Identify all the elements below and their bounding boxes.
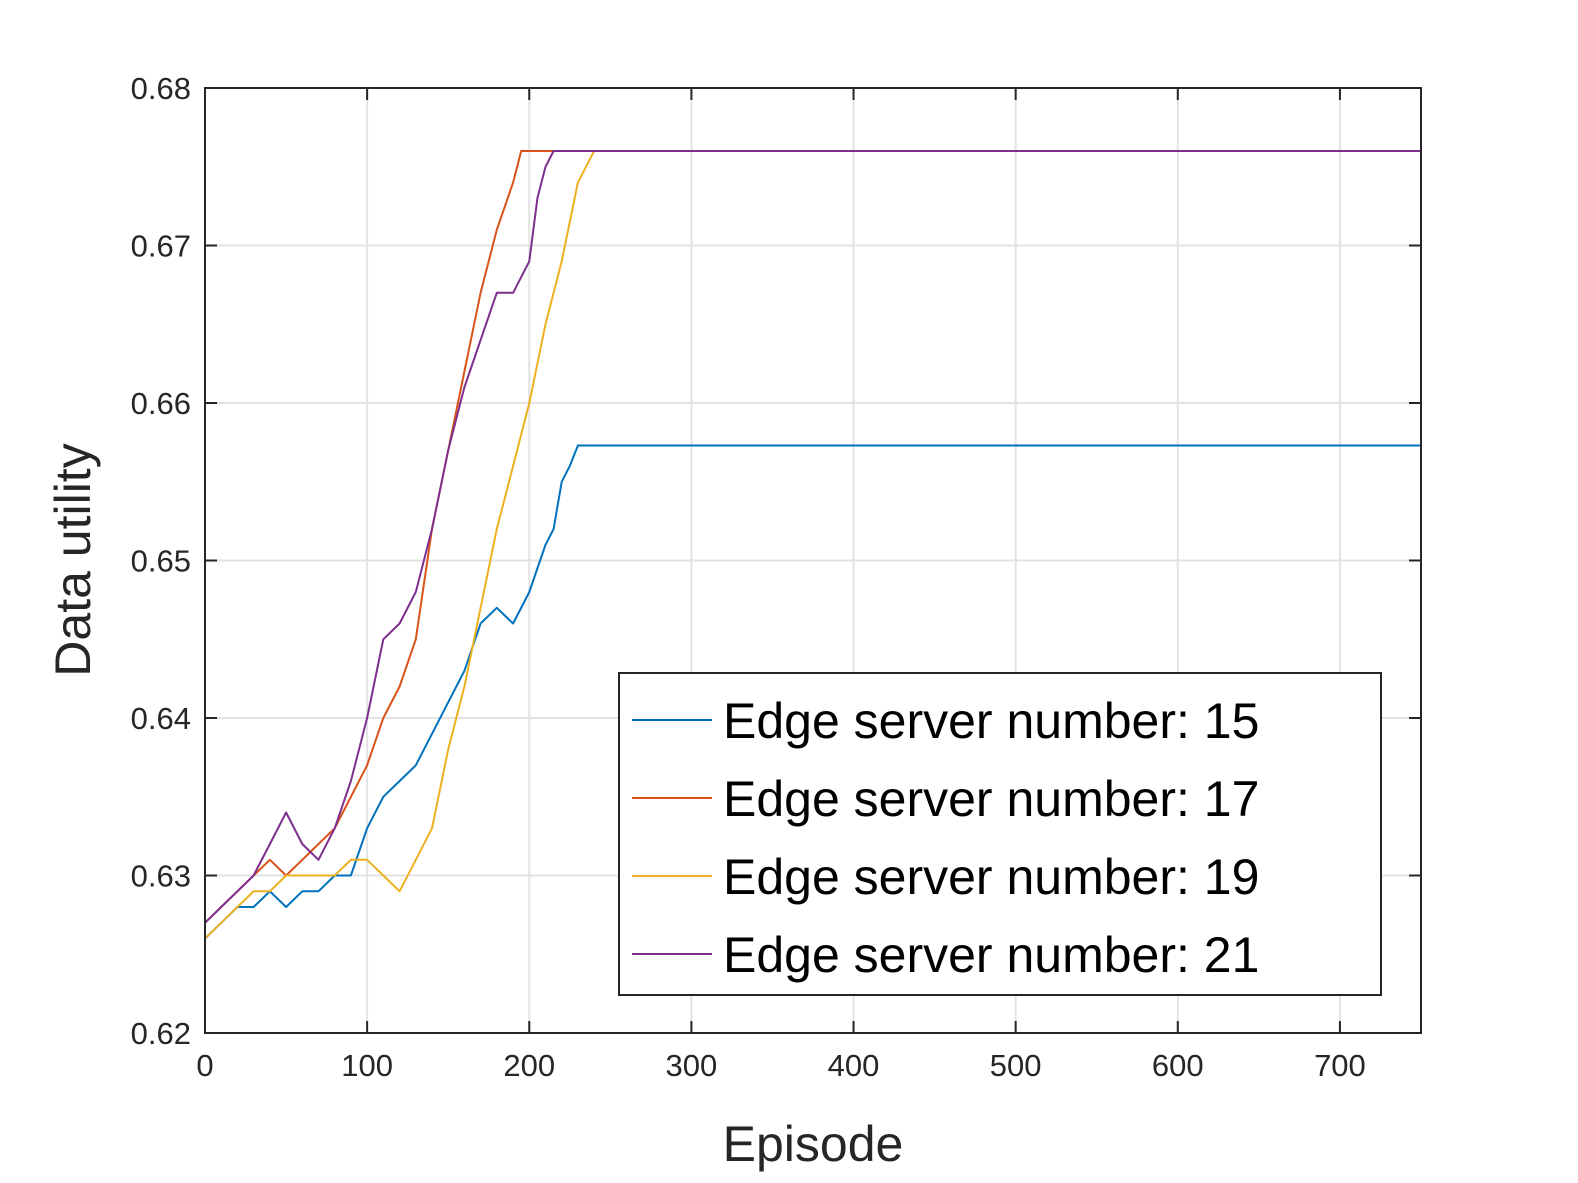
tick-labels: 0 100 200 300 400 500 600 700 0.62 0.63 0.64 0.65 0.… <box>131 71 1366 1083</box>
legend-label-4: Edge server number: 21 <box>723 927 1259 983</box>
series-line-3 <box>204 150 1421 940</box>
series-group <box>204 150 1421 940</box>
x-tick-label: 0 <box>196 1048 213 1083</box>
series-line-2 <box>204 150 1421 924</box>
legend-label-1: Edge server number: 15 <box>723 693 1259 749</box>
y-tick-label: 0.63 <box>131 859 191 894</box>
series-line-1 <box>204 444 1421 940</box>
y-tick-label: 0.67 <box>131 229 191 264</box>
ticks <box>204 87 1421 1034</box>
x-tick-label: 500 <box>990 1048 1042 1083</box>
y-tick-label: 0.64 <box>131 701 191 736</box>
legend: Edge server number: 15 Edge server number… <box>618 672 1382 996</box>
x-tick-label: 200 <box>503 1048 555 1083</box>
y-tick-label: 0.66 <box>131 386 191 421</box>
series-line-4 <box>204 150 1421 924</box>
y-tick-label: 0.65 <box>131 544 191 579</box>
x-tick-label: 700 <box>1314 1048 1366 1083</box>
x-axis-label: Episode <box>723 1116 904 1172</box>
x-tick-label: 100 <box>341 1048 393 1083</box>
x-tick-label: 600 <box>1152 1048 1204 1083</box>
x-tick-label: 300 <box>666 1048 718 1083</box>
y-tick-label: 0.68 <box>131 71 191 106</box>
legend-box <box>618 672 1382 996</box>
legend-label-3: Edge server number: 19 <box>723 849 1259 905</box>
x-tick-label: 400 <box>828 1048 880 1083</box>
y-axis-label: Data utility <box>45 443 101 676</box>
y-tick-label: 0.62 <box>131 1016 191 1051</box>
legend-label-2: Edge server number: 17 <box>723 771 1259 827</box>
